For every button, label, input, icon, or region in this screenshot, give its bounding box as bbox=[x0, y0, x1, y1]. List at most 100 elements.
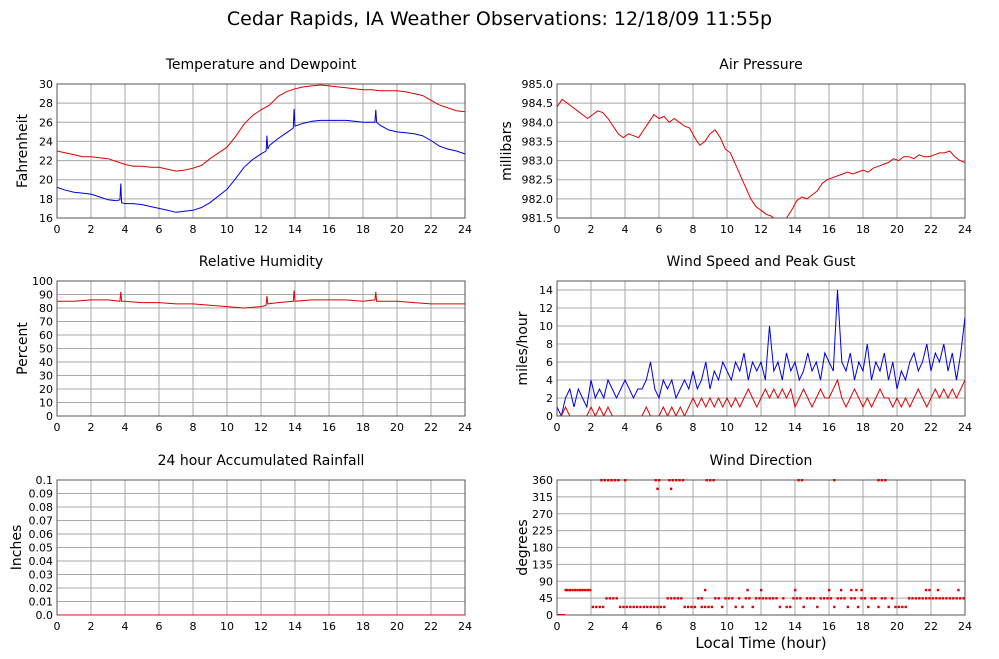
data-point bbox=[850, 588, 853, 592]
y-tick-label: 90 bbox=[39, 289, 53, 302]
x-tick-label: 6 bbox=[156, 620, 163, 633]
data-point bbox=[654, 479, 657, 482]
x-tick-label: 14 bbox=[288, 620, 302, 633]
data-point bbox=[812, 597, 816, 600]
x-tick-label: 16 bbox=[322, 421, 336, 434]
y-tick-label: 0 bbox=[46, 410, 53, 423]
y-tick-label: 0.0 bbox=[36, 609, 54, 622]
data-point bbox=[737, 597, 741, 600]
data-point bbox=[778, 605, 782, 609]
y-tick-label: 6 bbox=[546, 356, 553, 369]
data-point bbox=[928, 588, 931, 592]
x-tick-label: 12 bbox=[254, 620, 268, 633]
data-point bbox=[855, 588, 858, 592]
data-point bbox=[642, 605, 646, 609]
data-point bbox=[746, 588, 749, 592]
data-point bbox=[675, 479, 678, 482]
x-tick-label: 22 bbox=[424, 421, 438, 434]
x-tick-label: 4 bbox=[122, 223, 129, 236]
data-point bbox=[948, 597, 952, 600]
data-point bbox=[652, 605, 656, 609]
x-tick-label: 0 bbox=[54, 421, 61, 434]
data-point bbox=[559, 614, 562, 615]
x-tick-label: 6 bbox=[156, 421, 163, 434]
data-point bbox=[887, 605, 890, 609]
data-point bbox=[697, 597, 700, 600]
y-tick-label: 984.5 bbox=[522, 97, 554, 110]
y-tick-label: 983.0 bbox=[522, 155, 554, 168]
data-point bbox=[799, 597, 802, 600]
y-tick-label: 12 bbox=[539, 302, 553, 315]
plot-frame bbox=[556, 83, 966, 219]
data-point bbox=[860, 597, 863, 600]
y-axis-label: miles/hour bbox=[515, 311, 531, 385]
data-point bbox=[856, 605, 860, 609]
y-tick-label: 40 bbox=[39, 356, 53, 369]
data-point bbox=[805, 597, 809, 600]
y-tick-label: 0.01 bbox=[29, 596, 54, 609]
y-tick-label: 0.05 bbox=[29, 542, 54, 555]
data-point bbox=[673, 597, 676, 600]
y-tick-label: 2 bbox=[546, 392, 553, 405]
series-line-0 bbox=[57, 84, 465, 172]
y-tick-label: 0.08 bbox=[29, 501, 54, 514]
data-point bbox=[734, 605, 737, 609]
y-tick-label: 270 bbox=[532, 508, 553, 521]
x-tick-label: 18 bbox=[356, 223, 370, 236]
data-point bbox=[678, 479, 681, 482]
data-point bbox=[785, 605, 788, 609]
x-tick-label: 12 bbox=[254, 223, 268, 236]
data-point bbox=[632, 605, 635, 609]
data-point bbox=[712, 479, 715, 482]
x-tick-label: 10 bbox=[720, 421, 734, 434]
data-point bbox=[918, 597, 921, 600]
data-point bbox=[850, 597, 853, 600]
x-tick-label: 20 bbox=[390, 421, 404, 434]
data-point bbox=[853, 597, 856, 600]
data-point bbox=[589, 588, 592, 592]
x-tick-label: 24 bbox=[958, 223, 972, 236]
data-point bbox=[955, 597, 958, 600]
data-point bbox=[907, 597, 911, 600]
y-tick-label: 982.5 bbox=[522, 174, 554, 187]
data-point bbox=[880, 479, 884, 482]
y-tick-label: 0 bbox=[546, 410, 553, 423]
plot-frame bbox=[56, 280, 466, 417]
y-tick-label: 60 bbox=[39, 329, 53, 342]
data-point bbox=[802, 605, 805, 609]
data-point bbox=[562, 614, 566, 615]
x-tick-label: 8 bbox=[690, 421, 697, 434]
data-point bbox=[836, 597, 839, 600]
series-line-1 bbox=[557, 378, 965, 416]
data-point bbox=[962, 597, 965, 600]
data-point bbox=[760, 588, 763, 592]
x-tick-label: 8 bbox=[190, 620, 197, 633]
series-line-1 bbox=[57, 108, 465, 213]
data-point bbox=[795, 597, 799, 600]
data-point bbox=[911, 597, 914, 600]
data-point bbox=[693, 605, 697, 609]
y-tick-label: 22 bbox=[39, 155, 53, 168]
x-tick-label: 0 bbox=[554, 223, 561, 236]
data-point bbox=[680, 597, 683, 600]
x-tick-label: 0 bbox=[554, 421, 561, 434]
data-point bbox=[607, 479, 610, 482]
data-point bbox=[894, 605, 897, 609]
y-tick-label: 983.5 bbox=[522, 135, 554, 148]
data-point bbox=[771, 597, 775, 600]
x-tick-label: 2 bbox=[588, 620, 595, 633]
y-tick-label: 0.1 bbox=[36, 474, 54, 487]
data-point bbox=[936, 588, 940, 592]
data-point bbox=[829, 597, 833, 600]
data-point bbox=[668, 479, 671, 482]
y-tick-label: 984.0 bbox=[522, 116, 554, 129]
data-point bbox=[931, 597, 935, 600]
x-tick-label: 24 bbox=[458, 223, 472, 236]
series-line-0 bbox=[557, 289, 965, 416]
y-tick-label: 981.5 bbox=[522, 212, 554, 225]
data-point bbox=[703, 588, 707, 592]
chart-title: Wind Speed and Peak Gust bbox=[667, 254, 856, 270]
x-tick-label: 22 bbox=[924, 421, 938, 434]
series-line-0 bbox=[557, 98, 965, 218]
